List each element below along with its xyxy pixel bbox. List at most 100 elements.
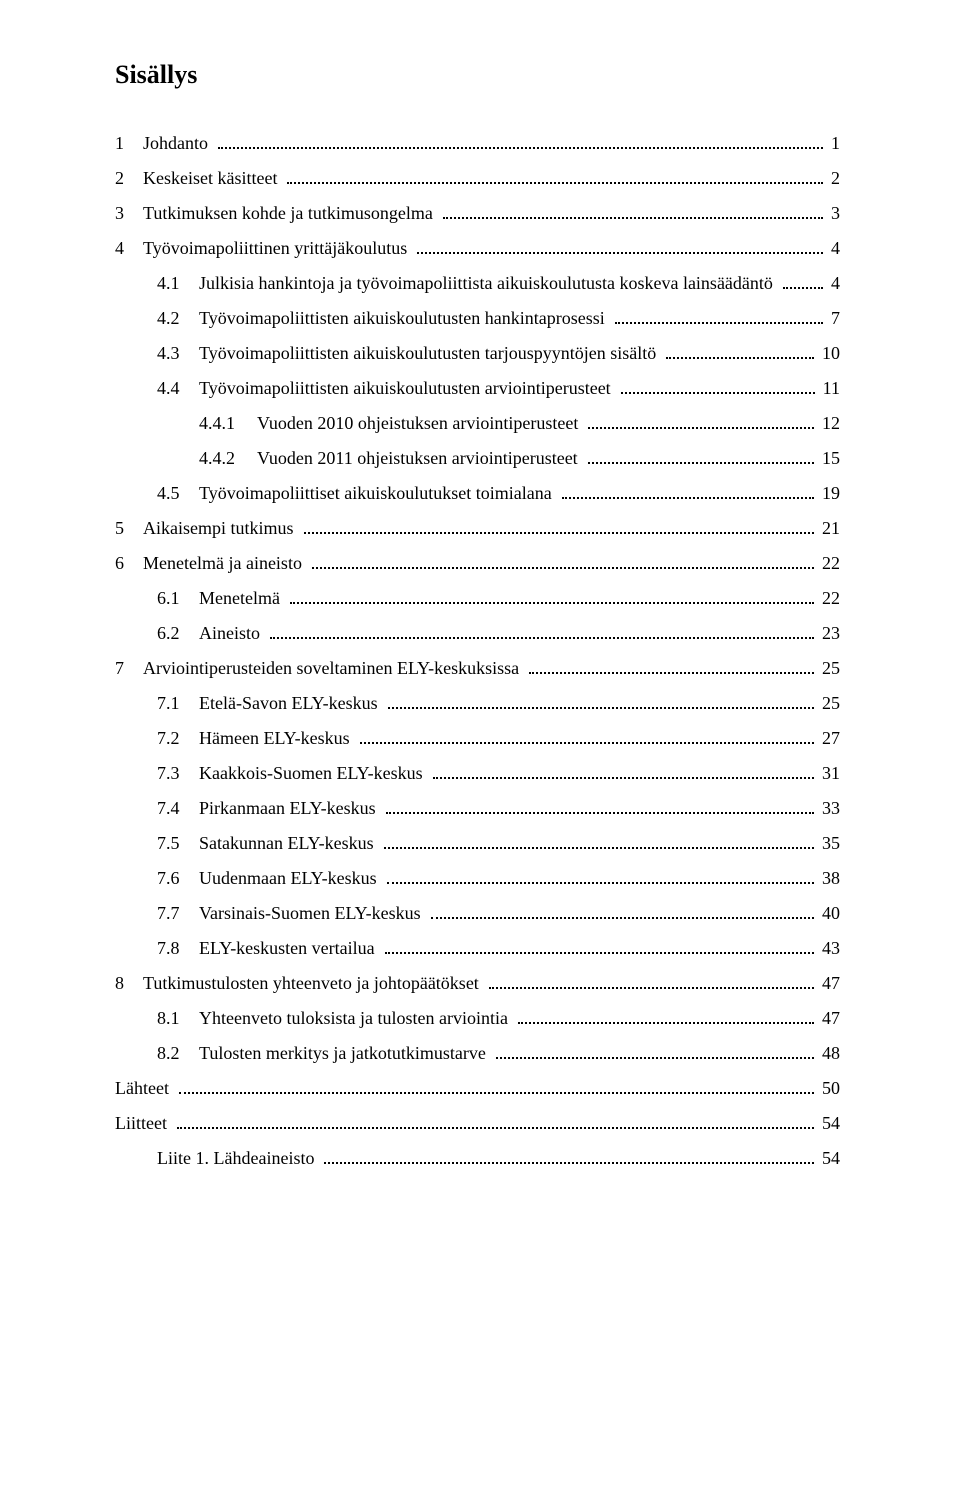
- toc-entry: 2Keskeiset käsitteet2: [115, 169, 840, 188]
- toc-entry-page: 25: [822, 694, 840, 712]
- toc-entry-number: 7.8: [157, 939, 189, 957]
- toc-leader-dots: [518, 1014, 814, 1024]
- toc-entry-number: 4.1: [157, 274, 189, 292]
- toc-entry-number: 3: [115, 204, 133, 222]
- toc-entry-label: Työvoimapoliittiset aikuiskoulutukset to…: [199, 484, 552, 502]
- toc-entry-page: 27: [822, 729, 840, 747]
- toc-entry-page: 43: [822, 939, 840, 957]
- toc-leader-dots: [218, 139, 823, 149]
- toc-entry-page: 12: [822, 414, 840, 432]
- toc-entry-page: 31: [822, 764, 840, 782]
- toc-entry-number: 4.4.2: [199, 449, 247, 467]
- toc-entry-label: Hämeen ELY-keskus: [199, 729, 350, 747]
- toc-entry: 7.5Satakunnan ELY-keskus35: [157, 834, 840, 853]
- toc-entry-label: Yhteenveto tuloksista ja tulosten arvioi…: [199, 1009, 508, 1027]
- toc-leader-dots: [287, 174, 823, 184]
- toc-entry: 4.3Työvoimapoliittisten aikuiskoulutuste…: [157, 344, 840, 363]
- toc-entry-label: Menetelmä: [199, 589, 280, 607]
- toc-entry: 4.4Työvoimapoliittisten aikuiskoulutuste…: [157, 379, 840, 398]
- toc-entry-page: 22: [822, 554, 840, 572]
- toc-entry-label: Liitteet: [115, 1114, 167, 1132]
- toc-entry-label: Varsinais-Suomen ELY-keskus: [199, 904, 421, 922]
- toc-leader-dots: [529, 664, 814, 674]
- toc-entry-page: 4: [831, 239, 840, 257]
- toc-entry-label: Tulosten merkitys ja jatkotutkimustarve: [199, 1044, 486, 1062]
- toc-entry-page: 23: [822, 624, 840, 642]
- toc-leader-dots: [270, 629, 814, 639]
- toc-entry-page: 25: [822, 659, 840, 677]
- toc-leader-dots: [360, 734, 814, 744]
- table-of-contents: 1Johdanto12Keskeiset käsitteet23Tutkimuk…: [115, 134, 840, 1168]
- toc-entry-label: Liite 1. Lähdeaineisto: [157, 1149, 314, 1167]
- toc-entry-number: 7.4: [157, 799, 189, 817]
- toc-leader-dots: [496, 1049, 814, 1059]
- toc-entry-number: 7: [115, 659, 133, 677]
- toc-entry-page: 38: [822, 869, 840, 887]
- toc-entry-label: Keskeiset käsitteet: [143, 169, 277, 187]
- toc-entry-number: 7.1: [157, 694, 189, 712]
- toc-leader-dots: [304, 524, 815, 534]
- toc-entry-page: 10: [822, 344, 840, 362]
- toc-entry-number: 4.2: [157, 309, 189, 327]
- toc-entry: 4 Työvoimapoliittinen yrittäjäkoulutus 4: [115, 239, 840, 258]
- toc-entry-number: 7.5: [157, 834, 189, 852]
- toc-entry-page: 7: [831, 309, 840, 327]
- toc-leader-dots: [615, 314, 823, 324]
- toc-entry-label: Lähteet: [115, 1079, 169, 1097]
- toc-entry-label: Työvoimapoliittinen yrittäjäkoulutus: [143, 239, 407, 257]
- toc-entry: 6.1 Menetelmä 22: [157, 589, 840, 608]
- toc-entry: 4.1 Julkisia hankintoja ja työvoimapoliit…: [157, 274, 840, 293]
- toc-entry: 6.2Aineisto23: [157, 624, 840, 643]
- toc-entry-number: 1: [115, 134, 133, 152]
- toc-entry: 7.2 Hämeen ELY-keskus 27: [157, 729, 840, 748]
- toc-entry: Liitteet54: [115, 1114, 840, 1133]
- toc-entry-label: Työvoimapoliittisten aikuiskoulutusten t…: [199, 344, 656, 362]
- toc-entry-number: 7.2: [157, 729, 189, 747]
- toc-entry-page: 4: [831, 274, 840, 292]
- toc-entry-page: 3: [831, 204, 840, 222]
- toc-entry-page: 47: [822, 974, 840, 992]
- toc-leader-dots: [179, 1084, 814, 1094]
- toc-entry-page: 50: [822, 1079, 840, 1097]
- toc-entry-number: 4.5: [157, 484, 189, 502]
- toc-entry: 7.7Varsinais-Suomen ELY-keskus40: [157, 904, 840, 923]
- toc-entry-number: 6.1: [157, 589, 189, 607]
- toc-entry: 4.4.2 Vuoden 2011 ohjeistuksen arviointip…: [199, 449, 840, 468]
- toc-entry-label: Tutkimustulosten yhteenveto ja johtopäät…: [143, 974, 479, 992]
- toc-entry: Lähteet 50: [115, 1079, 840, 1098]
- toc-leader-dots: [433, 769, 814, 779]
- toc-entry: 7.8 ELY-keskusten vertailua 43: [157, 939, 840, 958]
- toc-entry: Liite 1. Lähdeaineisto54: [157, 1149, 840, 1168]
- toc-entry-number: 4: [115, 239, 133, 257]
- toc-leader-dots: [388, 699, 814, 709]
- toc-entry: 7.1Etelä-Savon ELY-keskus25: [157, 694, 840, 713]
- toc-leader-dots: [443, 209, 823, 219]
- toc-entry-page: 48: [822, 1044, 840, 1062]
- toc-entry-number: 7.6: [157, 869, 189, 887]
- toc-entry: 5Aikaisempi tutkimus21: [115, 519, 840, 538]
- toc-leader-dots: [621, 384, 815, 394]
- toc-entry-number: 7.3: [157, 764, 189, 782]
- toc-entry: 3Tutkimuksen kohde ja tutkimusongelma3: [115, 204, 840, 223]
- toc-entry-number: 6: [115, 554, 133, 572]
- toc-entry-page: 2: [831, 169, 840, 187]
- toc-title: Sisällys: [115, 60, 840, 90]
- toc-entry: 4.5 Työvoimapoliittiset aikuiskoulutukset…: [157, 484, 840, 503]
- toc-entry: 4.2 Työvoimapoliittisten aikuiskoulutuste…: [157, 309, 840, 328]
- toc-entry-label: Työvoimapoliittisten aikuiskoulutusten a…: [199, 379, 611, 397]
- toc-entry-label: Vuoden 2011 ohjeistuksen arviointiperust…: [257, 449, 578, 467]
- toc-entry-page: 22: [822, 589, 840, 607]
- toc-leader-dots: [387, 874, 814, 884]
- toc-entry-label: Työvoimapoliittisten aikuiskoulutusten h…: [199, 309, 605, 327]
- toc-entry-number: 7.7: [157, 904, 189, 922]
- toc-entry-page: 19: [822, 484, 840, 502]
- toc-entry-label: Julkisia hankintoja ja työvoimapoliittis…: [199, 274, 773, 292]
- toc-entry-label: Aikaisempi tutkimus: [143, 519, 294, 537]
- toc-entry-number: 6.2: [157, 624, 189, 642]
- toc-entry-number: 8: [115, 974, 133, 992]
- toc-entry-label: ELY-keskusten vertailua: [199, 939, 375, 957]
- toc-leader-dots: [385, 944, 814, 954]
- toc-entry: 7Arviointiperusteiden soveltaminen ELY-k…: [115, 659, 840, 678]
- toc-entry-page: 15: [822, 449, 840, 467]
- toc-entry: 4.4.1Vuoden 2010 ohjeistuksen arviointip…: [199, 414, 840, 433]
